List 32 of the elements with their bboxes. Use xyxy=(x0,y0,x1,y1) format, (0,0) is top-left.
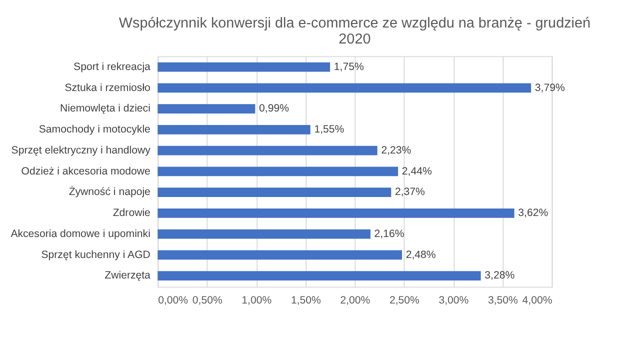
x-tick-label: 3,50% xyxy=(488,294,519,307)
y-tick-label: Sport i rekreacja xyxy=(74,60,151,73)
data-label: 1,75% xyxy=(334,60,364,73)
y-tick-label: Niemowlęta i dzieci xyxy=(60,102,150,115)
y-tick-label: Sprzęt kuchenny i AGD xyxy=(41,248,151,261)
y-tick-label: Zdrowie xyxy=(112,207,151,220)
data-label: 3,28% xyxy=(484,270,516,282)
x-tick-label: 0,00% xyxy=(158,294,189,307)
data-label: 0,99% xyxy=(259,102,290,115)
y-tick-label: Odzież i akcesoria modowe xyxy=(21,165,151,178)
x-tick-label: 3,00% xyxy=(438,294,470,307)
x-tick-label: 0,50% xyxy=(192,294,223,307)
data-label: 2,37% xyxy=(395,186,426,198)
y-tick-label: Żywność i napoje xyxy=(68,185,151,198)
y-tick-label: Samochody i motocykle xyxy=(38,124,151,136)
data-label: 2,16% xyxy=(374,228,405,240)
x-tick-label: 2,00% xyxy=(340,294,371,307)
data-label: 2,23% xyxy=(381,144,412,156)
x-tick-label: 2,50% xyxy=(389,294,420,307)
data-label: 3,79% xyxy=(534,82,566,94)
y-tick-label: Zwierzęta xyxy=(104,270,151,282)
data-label: 1,55% xyxy=(314,124,345,136)
y-tick-label: Sztuka i rzemiosło xyxy=(64,82,151,94)
chart-title: Współczynnik konwersji dla e-commerce ze względu na branżę - grudzień 2020 xyxy=(118,15,590,48)
x-tick-label: 4,00% xyxy=(522,294,553,307)
y-tick-label: Sprzęt elektryczny i handlowy xyxy=(11,144,152,156)
x-tick-label: 1,50% xyxy=(290,294,322,307)
data-label: 3,62% xyxy=(518,207,549,220)
data-label: 2,48% xyxy=(406,248,436,261)
x-tick-label: 1,00% xyxy=(242,294,272,307)
y-tick-label: Akcesoria domowe i upominki xyxy=(10,228,150,240)
data-label: 2,44% xyxy=(402,165,432,178)
